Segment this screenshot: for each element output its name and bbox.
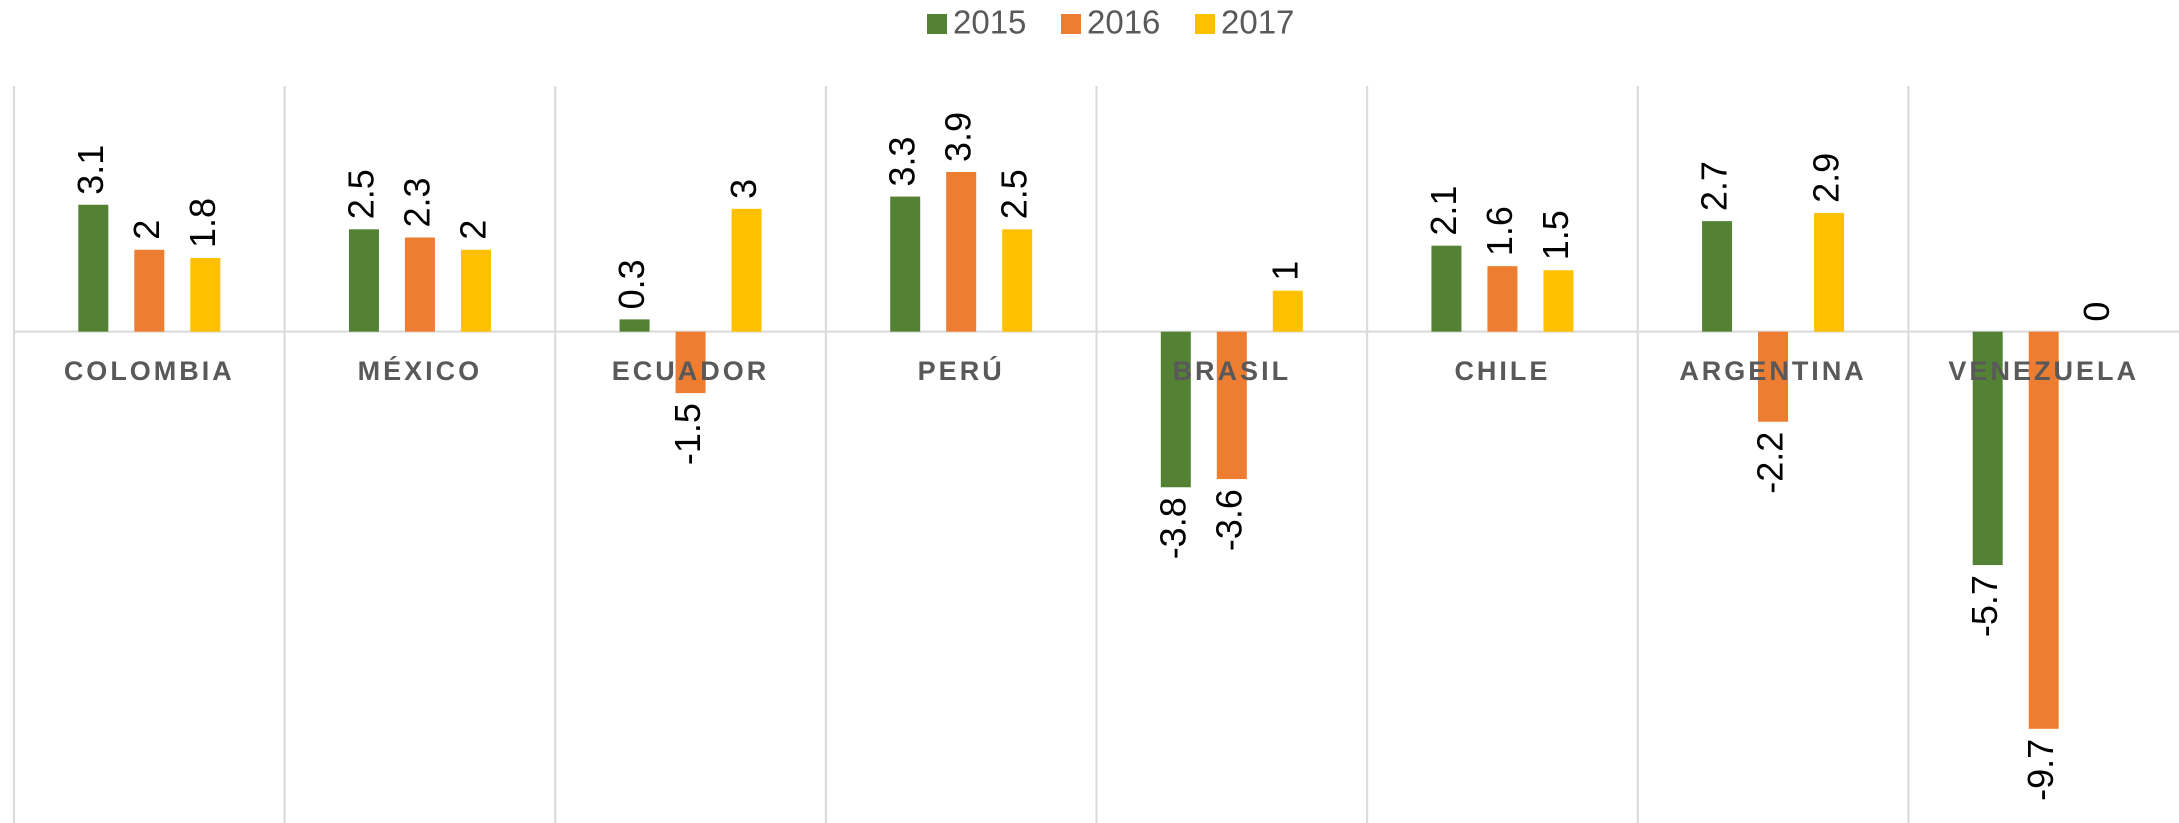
value-label: 3.3	[882, 137, 923, 187]
value-label: 2.9	[1806, 153, 1847, 203]
legend-label: 2017	[1221, 4, 1294, 41]
value-label: 1.6	[1479, 206, 1520, 256]
category-label: MÉXICO	[358, 355, 483, 386]
category-label: PERÚ	[918, 355, 1005, 386]
value-label: -5.7	[1964, 575, 2005, 637]
bar	[1431, 245, 1462, 332]
category-label: COLOMBIA	[64, 356, 235, 386]
category-label: CHILE	[1454, 356, 1550, 386]
bar	[890, 196, 921, 332]
bar	[348, 229, 379, 332]
legend-swatch	[927, 14, 947, 34]
category-label: ECUADOR	[612, 356, 770, 386]
legend-swatch	[1061, 14, 1081, 34]
value-label: -1.5	[667, 403, 708, 465]
bar	[1160, 331, 1191, 488]
bar	[404, 237, 435, 332]
value-label: 3.1	[70, 145, 111, 195]
legend-label: 2015	[953, 4, 1026, 41]
bar	[1543, 270, 1574, 332]
bar	[675, 331, 706, 394]
bar	[2028, 331, 2059, 729]
bar	[1972, 331, 2003, 566]
value-label: 0	[2076, 302, 2117, 322]
value-label: 1	[1264, 261, 1305, 281]
bar	[946, 171, 977, 332]
value-label: -9.7	[2020, 739, 2061, 801]
value-label: 2.1	[1423, 186, 1464, 236]
category-label: BRASIL	[1173, 356, 1292, 386]
value-label: 3	[723, 179, 764, 199]
bar	[1272, 290, 1303, 332]
value-label: 2.3	[396, 177, 437, 227]
legend-label: 2016	[1087, 4, 1160, 41]
value-label: 0.3	[611, 259, 652, 309]
bar	[1487, 266, 1518, 332]
bar	[190, 257, 221, 332]
bar	[619, 319, 650, 332]
bar	[1702, 221, 1733, 332]
value-label: 1.5	[1535, 210, 1576, 260]
bar	[731, 208, 762, 332]
bar	[1002, 229, 1033, 332]
category-label: ARGENTINA	[1679, 356, 1867, 386]
bar	[134, 249, 165, 332]
value-label: -3.8	[1152, 497, 1193, 559]
value-label: 2	[126, 220, 167, 240]
value-label: 2.7	[1694, 161, 1735, 211]
value-label: 3.9	[938, 112, 979, 162]
value-label: 2.5	[340, 169, 381, 219]
value-label: 2.5	[994, 169, 1035, 219]
value-label: -3.6	[1208, 489, 1249, 551]
value-label: 1.8	[182, 198, 223, 248]
bar	[78, 204, 109, 332]
bar	[1758, 331, 1789, 422]
bar	[460, 249, 491, 332]
value-label: -2.2	[1750, 432, 1791, 494]
value-label: 2	[452, 220, 493, 240]
category-label: VENEZUELA	[1948, 356, 2139, 386]
bar	[1814, 212, 1845, 332]
bar	[1216, 331, 1247, 480]
legend-swatch	[1195, 14, 1215, 34]
